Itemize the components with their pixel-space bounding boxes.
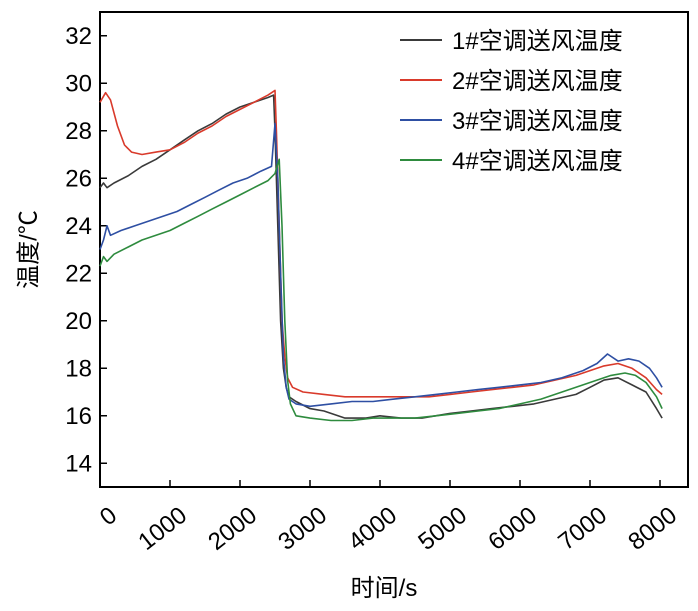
x-tick-label: 5000	[413, 502, 472, 556]
y-tick-label: 24	[65, 213, 92, 240]
legend-label-1: 1#空调送风温度	[452, 28, 623, 55]
legend: 1#空调送风温度 2#空调送风温度 3#空调送风温度 4#空调送风温度	[400, 28, 623, 175]
y-tick-label: 32	[65, 23, 92, 50]
series-line-2	[99, 89, 663, 398]
x-tick-label: 3000	[273, 502, 332, 556]
y-axis-label: 温度/℃	[15, 210, 42, 289]
x-tick-label: 2000	[203, 502, 262, 556]
y-tick-label: 18	[65, 355, 92, 382]
y-tick-label: 26	[65, 165, 92, 192]
x-axis-label: 时间/s	[351, 575, 418, 602]
x-axis-ticks: 0 1000 2000 3000 4000 5000 6000 7000 8000	[95, 480, 682, 556]
y-tick-label: 30	[65, 70, 92, 97]
series-line-4	[99, 158, 663, 422]
x-tick-label: 7000	[553, 502, 612, 556]
y-tick-label: 28	[65, 118, 92, 145]
y-tick-label: 22	[65, 260, 92, 287]
y-tick-label: 20	[65, 308, 92, 335]
y-tick-label: 14	[65, 450, 92, 477]
x-tick-label: 1000	[133, 502, 192, 556]
legend-label-4: 4#空调送风温度	[452, 148, 623, 175]
series-line-1	[99, 94, 663, 419]
y-tick-label: 16	[65, 403, 92, 430]
series-lines	[99, 89, 663, 422]
legend-label-2: 2#空调送风温度	[452, 68, 623, 95]
x-tick-label: 0	[95, 502, 122, 532]
series-line-3	[99, 122, 663, 408]
legend-label-3: 3#空调送风温度	[452, 108, 623, 135]
x-tick-label: 6000	[483, 502, 542, 556]
x-tick-label: 8000	[623, 502, 682, 556]
x-tick-label: 4000	[343, 502, 402, 556]
y-axis-ticks: 14 16 18 20 22 24 26 28 30 32	[65, 23, 107, 477]
